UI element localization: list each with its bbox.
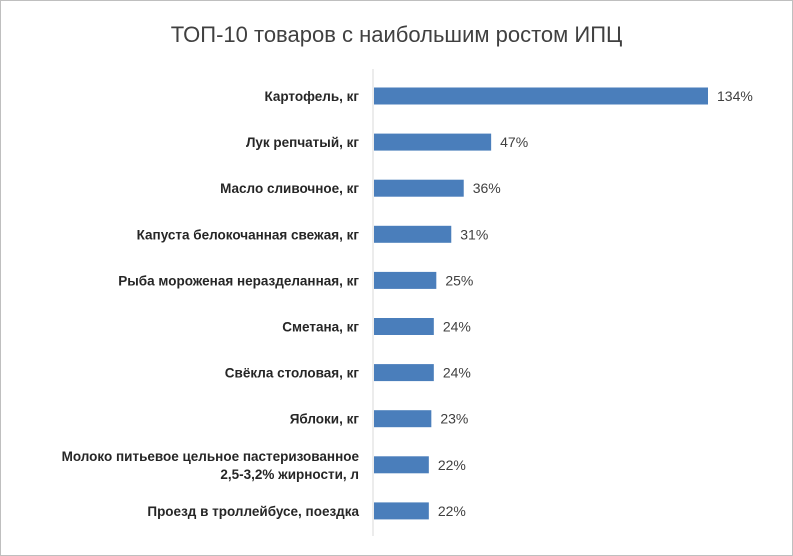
bar: [374, 179, 464, 197]
category-label: Капуста белокочанная свежая, кг: [137, 227, 360, 242]
category-label: Свёкла столовая, кг: [225, 366, 360, 381]
category-label: Масло сливочное, кг: [220, 181, 359, 196]
category-label: Лук репчатый, кг: [246, 135, 359, 150]
bar: [374, 225, 452, 243]
bar: [374, 271, 437, 289]
category-label: Сметана, кг: [282, 320, 359, 335]
data-label: 47%: [500, 134, 528, 150]
data-label: 23%: [440, 411, 468, 427]
data-label: 25%: [445, 272, 473, 288]
data-label: 22%: [438, 503, 466, 519]
bar: [374, 502, 429, 520]
category-label: Картофель, кг: [264, 89, 359, 104]
category-label: Рыба мороженая неразделанная, кг: [118, 273, 359, 288]
data-label: 134%: [717, 88, 753, 104]
category-label: Яблоки, кг: [290, 412, 360, 427]
bar: [374, 410, 432, 428]
bar: [374, 364, 434, 382]
bar: [374, 133, 492, 151]
data-label: 22%: [438, 457, 466, 473]
bar: [374, 456, 429, 474]
data-label: 24%: [443, 365, 471, 381]
data-label: 31%: [460, 226, 488, 242]
chart-title: ТОП-10 товаров с наибольшим ростом ИПЦ: [170, 22, 623, 47]
bar: [374, 318, 434, 335]
data-label: 36%: [473, 180, 501, 196]
category-label: Проезд в троллейбусе, поездка: [147, 504, 359, 519]
bar: [374, 87, 708, 105]
data-label: 24%: [443, 319, 471, 335]
category-label: Молоко питьевое цельное пастеризованное 2…: [62, 449, 360, 482]
